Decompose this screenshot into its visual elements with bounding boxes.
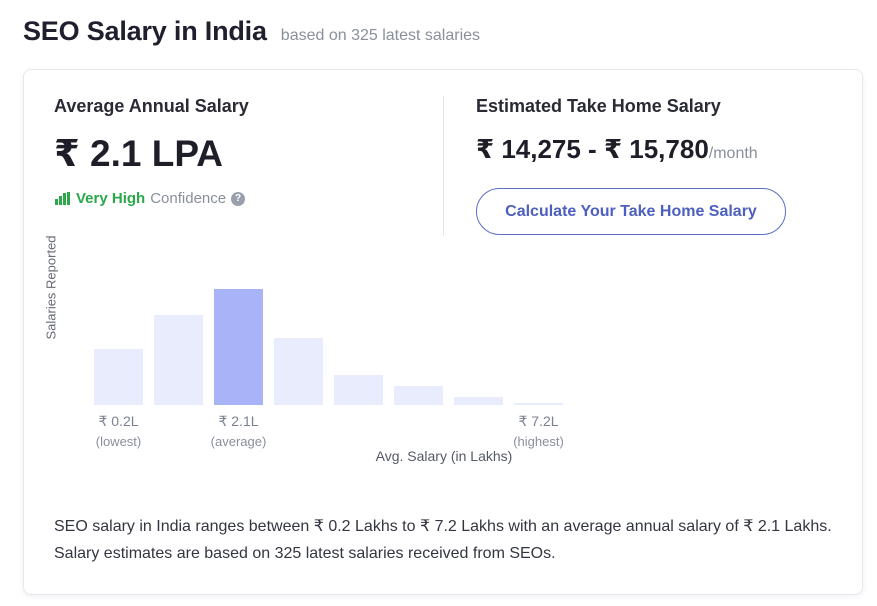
chart-tick-label: ₹ 7.2L (518, 413, 558, 429)
chart-bar-average (214, 289, 263, 405)
signal-bars-icon (55, 192, 70, 205)
chart-y-axis-label: Salaries Reported (43, 235, 59, 340)
confidence-label: Confidence (150, 190, 227, 207)
help-icon[interactable]: ? (231, 191, 246, 206)
average-salary-title: Average Annual Salary (54, 96, 249, 116)
chart-x-axis-label: Avg. Salary (in Lakhs) (376, 448, 513, 464)
chart-bar (334, 375, 383, 405)
chart-tick-note: (highest) (513, 434, 564, 449)
section-divider (443, 96, 444, 236)
chart-bar (154, 315, 203, 405)
page-subtitle: based on 325 latest salaries (280, 27, 481, 44)
take-home-title: Estimated Take Home Salary (476, 96, 721, 116)
confidence-level: Very High (76, 190, 146, 207)
average-salary-value: ₹ 2.1 LPA (54, 133, 223, 174)
confidence-indicator: Very High Confidence ? (55, 190, 246, 207)
take-home-range: ₹ 14,275 - ₹ 15,780 (476, 134, 709, 164)
chart-bar (94, 349, 143, 405)
salary-card: Average Annual Salary ₹ 2.1 LPA Very Hig… (23, 69, 863, 595)
take-home-value: ₹ 14,275 - ₹ 15,780/month (476, 134, 758, 165)
salary-distribution-chart: ₹ 0.2L (lowest) ₹ 2.1L (average) ₹ 7.2L (high… (94, 289, 564, 464)
chart-bar (274, 338, 323, 405)
chart-tick-note: (average) (211, 434, 267, 449)
page-title: SEO Salary in India (23, 16, 267, 46)
chart-tick-label: ₹ 2.1L (218, 413, 258, 429)
calculate-take-home-button[interactable]: Calculate Your Take Home Salary (476, 188, 786, 235)
chart-tick-label: ₹ 0.2L (98, 413, 138, 429)
page-header: SEO Salary in India based on 325 latest … (23, 16, 480, 47)
salary-description: SEO salary in India ranges between ₹ 0.2… (54, 518, 832, 562)
chart-bar (514, 403, 563, 405)
chart-bar (454, 397, 503, 405)
chart-tick-note: (lowest) (96, 434, 142, 449)
chart-bar (394, 386, 443, 405)
take-home-unit: /month (708, 145, 758, 162)
